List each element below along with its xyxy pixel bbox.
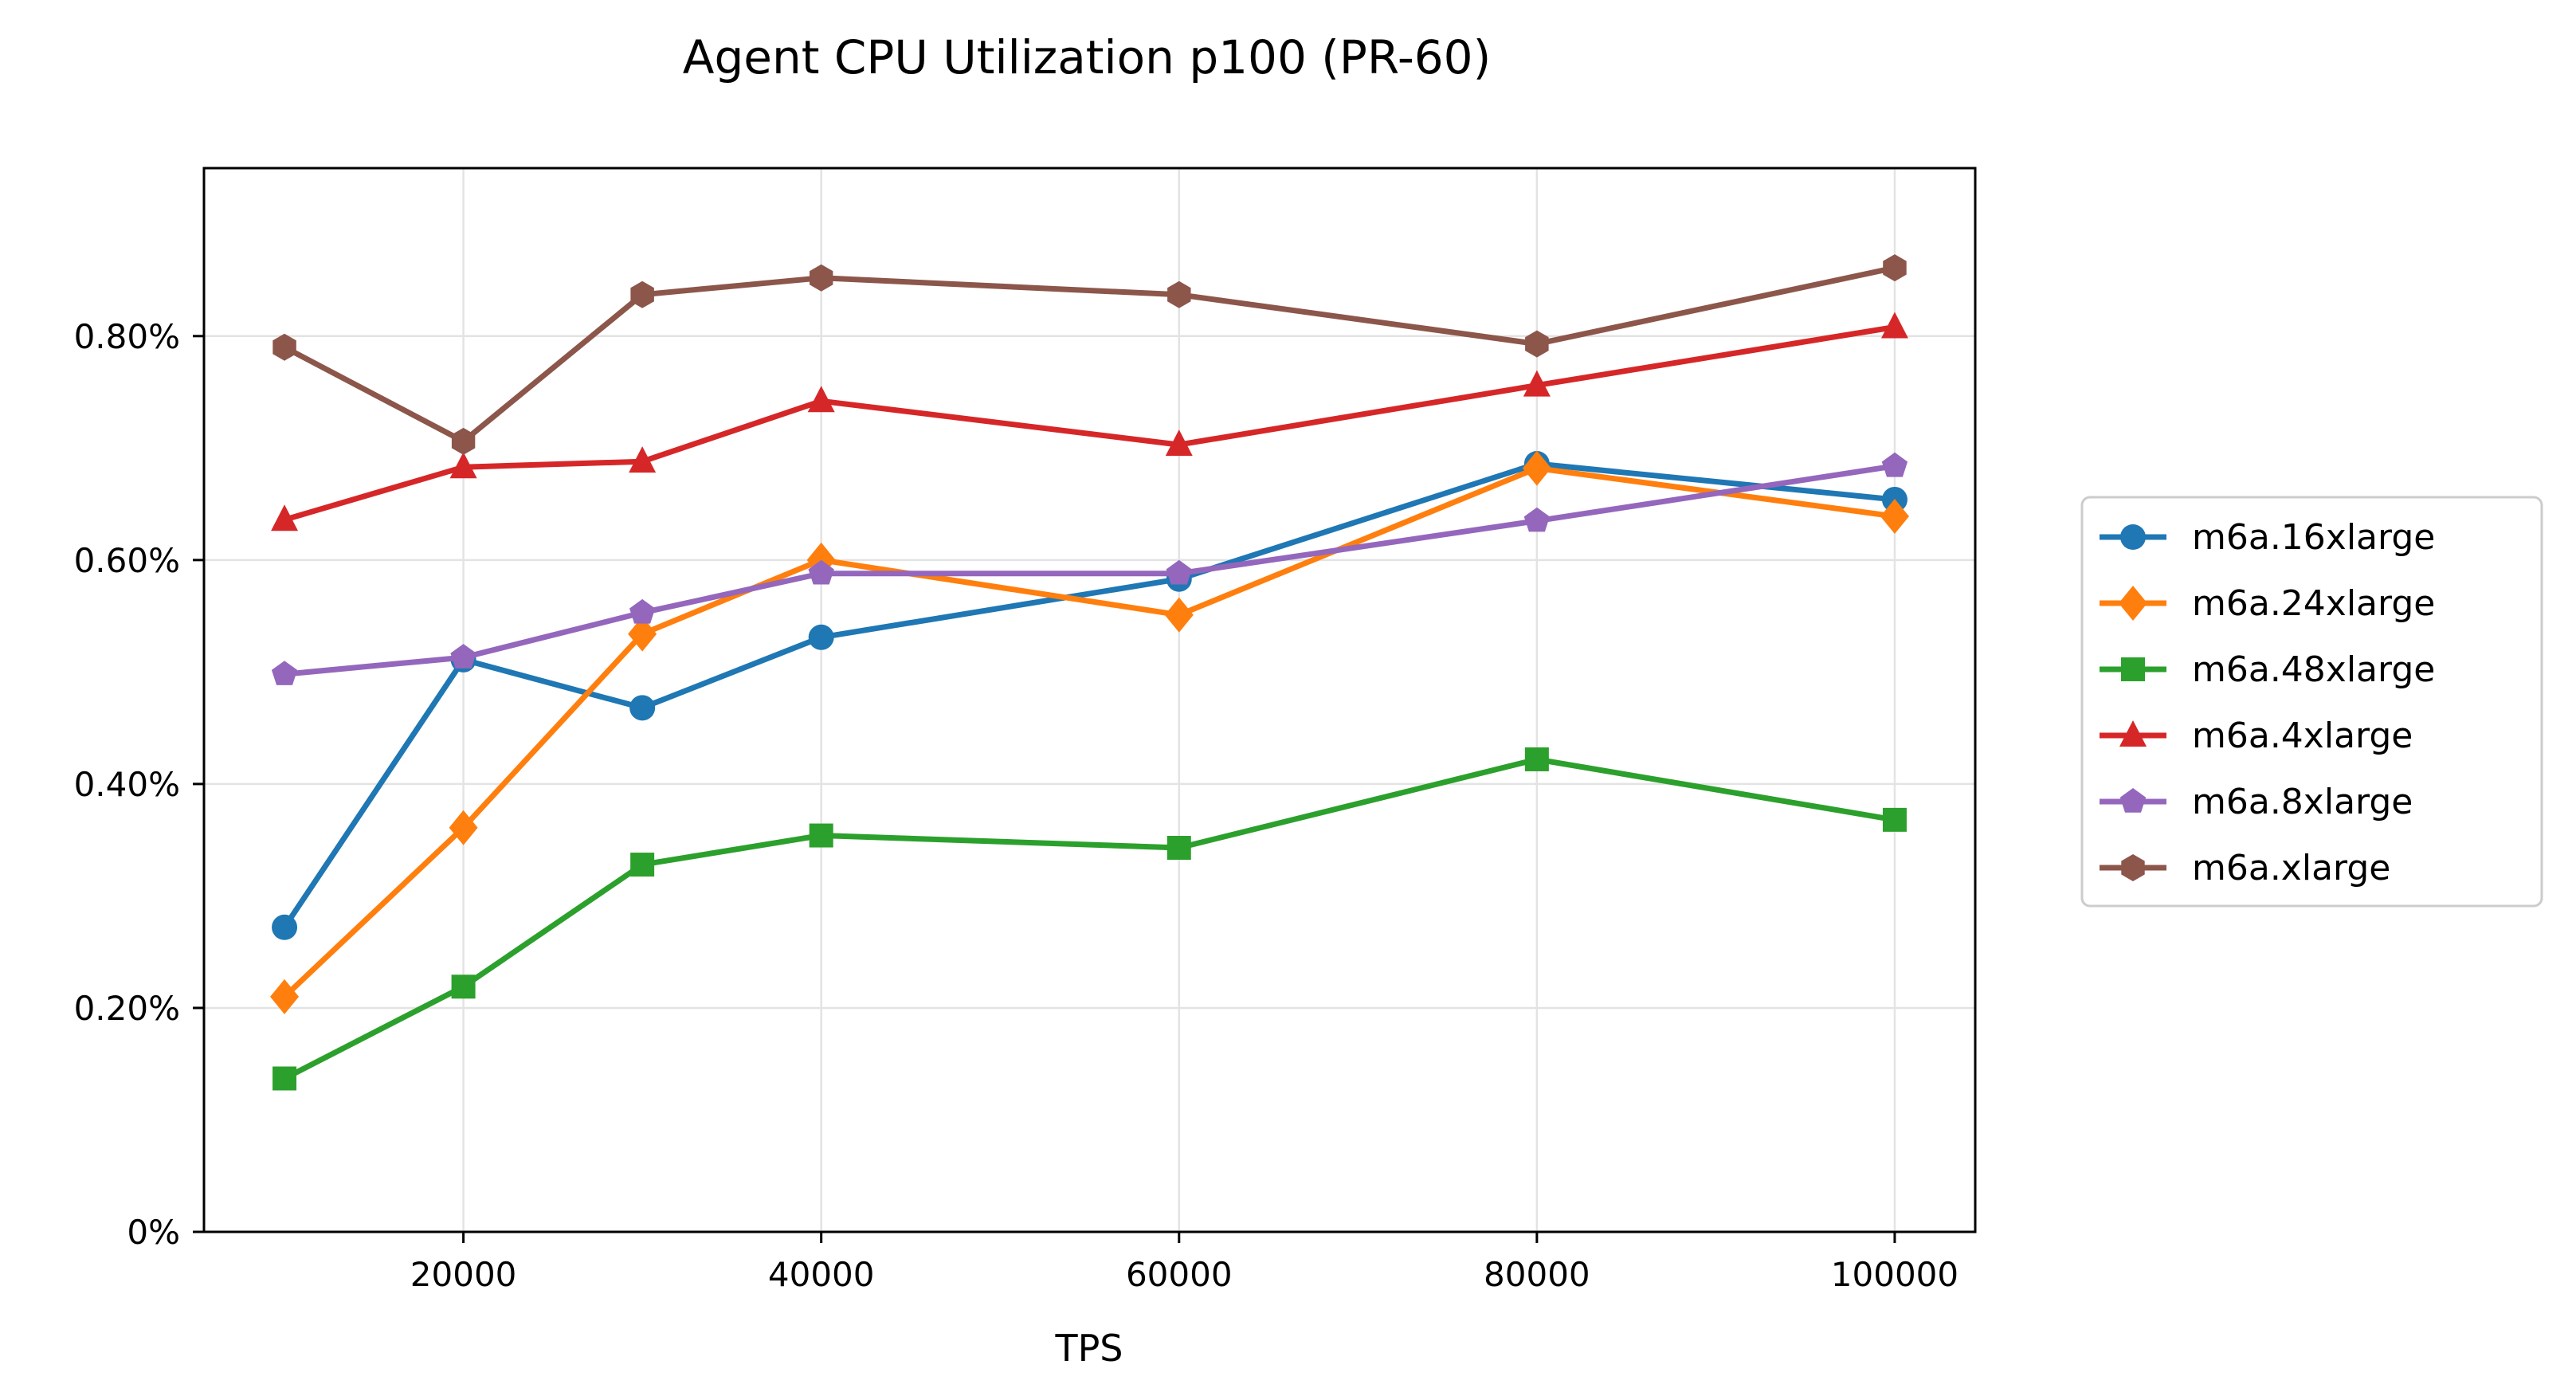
legend-swatch-marker: [2121, 854, 2145, 881]
legend-item-m6a.48xlarge: m6a.48xlarge: [2100, 649, 2435, 690]
legend-label: m6a.8xlarge: [2192, 782, 2413, 822]
data-point-m6a.24xlarge-1: [449, 810, 478, 845]
axes: 20000 40000 60000 80000 100000 0% 0.20% 0.40% 0.…: [74, 317, 1959, 1294]
data-point-m6a.48xlarge-3: [809, 823, 833, 848]
legend-item-m6a.xlarge: m6a.xlarge: [2100, 848, 2390, 888]
data-point-m6a.8xlarge-5: [1523, 507, 1550, 532]
data-point-m6a.xlarge-5: [1525, 330, 1549, 358]
series-m6a.xlarge: [272, 254, 1907, 455]
data-point-m6a.4xlarge-4: [1165, 429, 1193, 457]
legend-swatch-marker: [2120, 524, 2146, 550]
data-point-m6a.16xlarge-2: [629, 695, 656, 721]
data-point-m6a.8xlarge-6: [1881, 452, 1908, 477]
data-point-m6a.24xlarge-2: [628, 616, 657, 652]
legend-label: m6a.24xlarge: [2192, 583, 2435, 624]
y-tick-label: 0.80%: [74, 317, 180, 356]
legend-label: m6a.xlarge: [2192, 848, 2390, 888]
y-tick-label: 0.40%: [74, 765, 180, 804]
legend-swatch-marker: [2119, 788, 2147, 813]
legend-label: m6a.16xlarge: [2192, 517, 2435, 558]
data-point-m6a.xlarge-1: [451, 427, 476, 455]
data-point-m6a.24xlarge-4: [1164, 597, 1194, 633]
data-point-m6a.8xlarge-4: [1166, 559, 1192, 585]
data-point-m6a.48xlarge-5: [1524, 747, 1549, 771]
legend-item-m6a.8xlarge: m6a.8xlarge: [2100, 782, 2413, 822]
legend: m6a.16xlarge m6a.24xlarge m6a.48xlarge m6a.…: [2080, 496, 2543, 908]
legend-item-m6a.4xlarge: m6a.4xlarge: [2100, 716, 2413, 756]
x-axis-label: TPS: [1054, 1327, 1123, 1370]
series-m6a.8xlarge: [271, 452, 1908, 685]
legend-label: m6a.4xlarge: [2192, 716, 2413, 756]
data-point-m6a.xlarge-3: [810, 264, 833, 292]
legend-item-m6a.16xlarge: m6a.16xlarge: [2100, 517, 2435, 558]
data-point-m6a.xlarge-6: [1883, 254, 1907, 282]
data-point-m6a.24xlarge-5: [1522, 450, 1551, 486]
data-point-m6a.8xlarge-3: [808, 559, 834, 585]
data-point-m6a.8xlarge-1: [450, 644, 476, 669]
data-point-m6a.4xlarge-5: [1523, 370, 1551, 397]
data-point-m6a.xlarge-0: [272, 333, 296, 361]
x-tick-label: 40000: [768, 1255, 875, 1294]
y-tick-label: 0.60%: [74, 541, 180, 580]
chart-title: Agent CPU Utilization p100 (PR-60): [683, 30, 1491, 84]
data-point-m6a.8xlarge-2: [629, 598, 656, 624]
legend-swatch-marker: [2119, 586, 2147, 621]
data-point-m6a.48xlarge-2: [630, 853, 655, 877]
data-point-m6a.xlarge-4: [1167, 280, 1191, 308]
data-point-m6a.xlarge-2: [630, 280, 654, 308]
data-point-m6a.16xlarge-3: [808, 624, 834, 650]
plot-frame: [202, 167, 1977, 1233]
series-m6a.4xlarge: [271, 312, 1908, 531]
series-layer: [270, 254, 1909, 1091]
data-point-m6a.24xlarge-6: [1880, 499, 1909, 535]
data-point-m6a.48xlarge-1: [451, 975, 476, 999]
data-point-m6a.4xlarge-2: [629, 446, 657, 473]
data-point-m6a.24xlarge-0: [270, 978, 300, 1014]
data-point-m6a.4xlarge-1: [449, 452, 477, 479]
data-point-m6a.48xlarge-6: [1882, 807, 1907, 832]
data-point-m6a.16xlarge-0: [272, 914, 298, 940]
y-tick-label: 0%: [127, 1213, 180, 1252]
data-point-m6a.48xlarge-0: [272, 1066, 297, 1091]
x-tick-label: 100000: [1831, 1255, 1958, 1294]
x-tick-label: 20000: [410, 1255, 517, 1294]
legend-label: m6a.48xlarge: [2192, 649, 2435, 690]
data-point-m6a.48xlarge-4: [1166, 835, 1191, 860]
data-point-m6a.4xlarge-3: [807, 386, 835, 413]
legend-item-m6a.24xlarge: m6a.24xlarge: [2100, 583, 2435, 624]
y-tick-label: 0.20%: [74, 989, 180, 1028]
series-m6a.48xlarge: [272, 747, 1907, 1091]
data-point-m6a.8xlarge-0: [271, 661, 298, 685]
data-point-m6a.4xlarge-6: [1880, 312, 1908, 339]
data-point-m6a.4xlarge-0: [271, 504, 299, 531]
legend-swatch-marker: [2119, 720, 2147, 747]
x-tick-label: 60000: [1126, 1255, 1233, 1294]
legend-box: [2080, 496, 2543, 908]
x-tick-label: 80000: [1484, 1255, 1590, 1294]
legend-swatch-marker: [2121, 657, 2145, 681]
